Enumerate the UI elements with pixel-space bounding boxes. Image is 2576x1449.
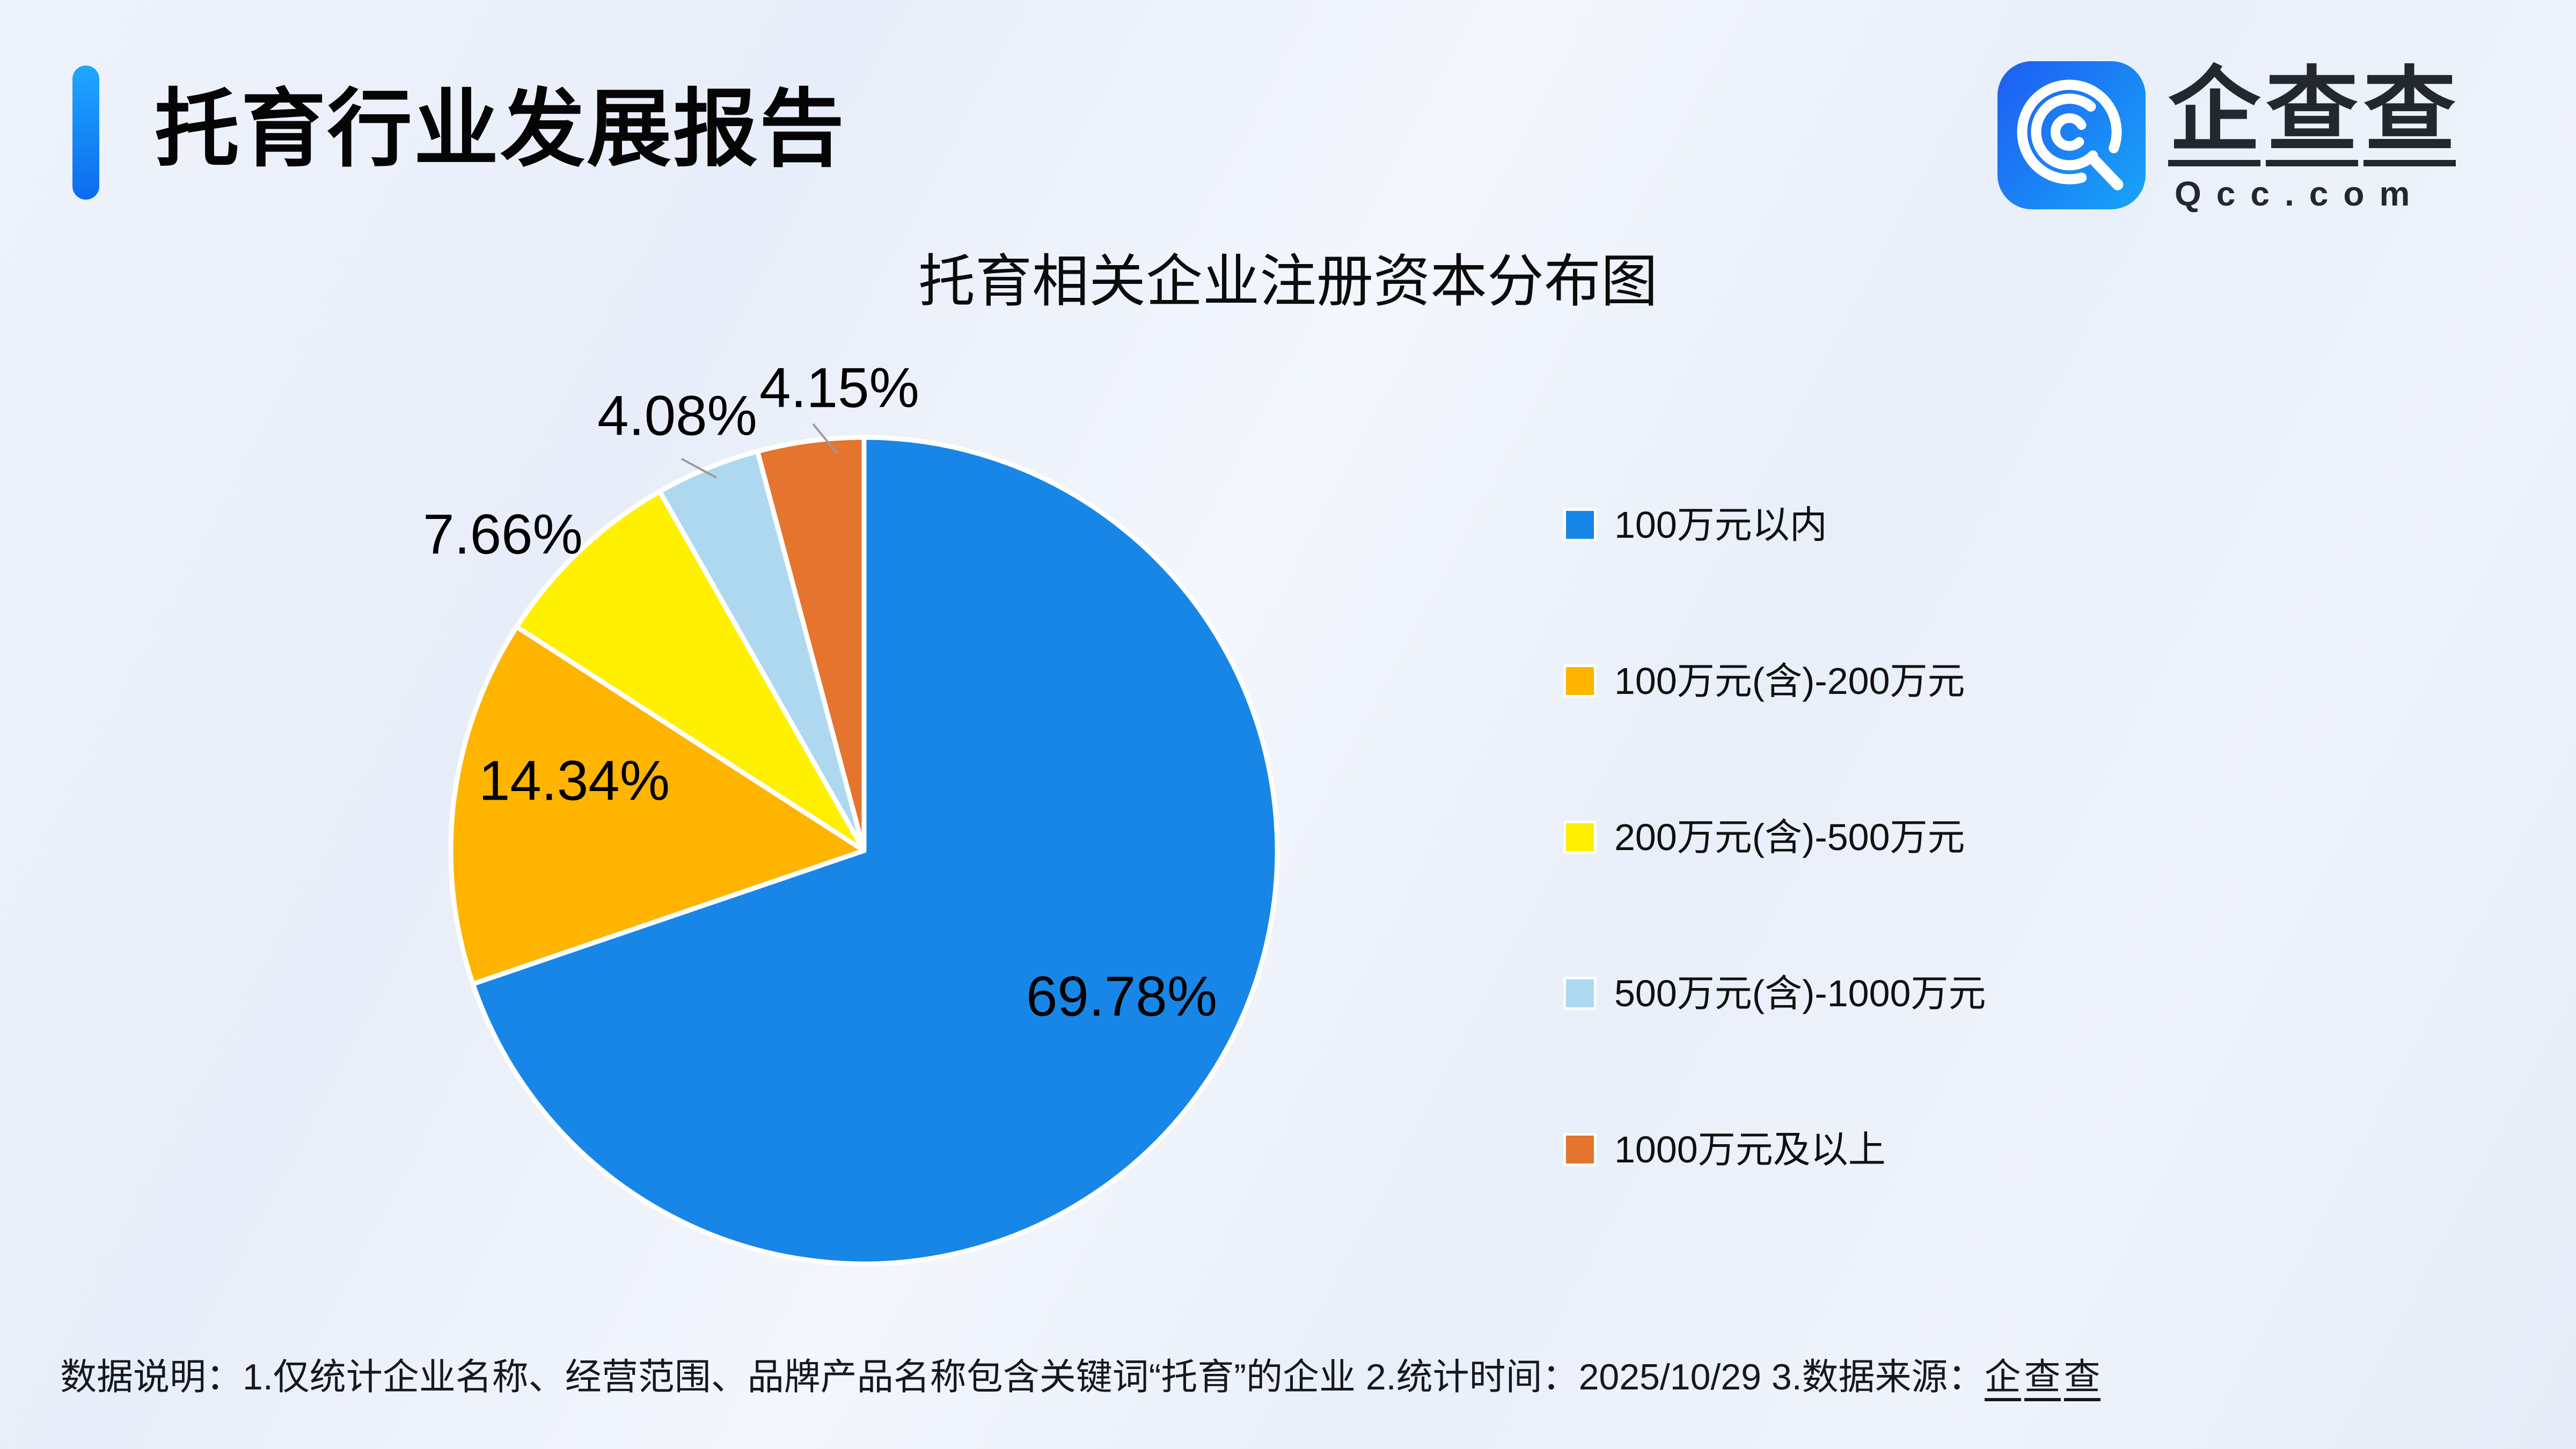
legend-item: 200万元(含)-500万元 — [1566, 818, 1986, 856]
legend-label: 100万元以内 — [1614, 504, 1827, 546]
legend-label: 500万元(含)-1000万元 — [1614, 972, 1986, 1014]
legend-swatch — [1566, 1136, 1594, 1163]
legend-swatch — [1566, 823, 1594, 851]
brand-char: 查 — [2363, 64, 2456, 166]
legend-swatch — [1566, 511, 1594, 539]
footer-source-brand-char: 查 — [2024, 1359, 2061, 1401]
legend-label: 200万元(含)-500万元 — [1614, 816, 1965, 858]
pie-label: 7.66% — [423, 503, 583, 566]
legend-label: 1000万元及以上 — [1614, 1129, 1886, 1170]
legend-item: 500万元(含)-1000万元 — [1566, 975, 1986, 1012]
chart-legend: 100万元以内 100万元(含)-200万元 200万元(含)-500万元 50… — [1566, 506, 1986, 1292]
pie-slices — [448, 435, 1280, 1267]
pie-slice — [514, 489, 867, 853]
qcc-brand-name: 企查查 — [2168, 64, 2461, 166]
pie-label: 69.78% — [1026, 965, 1218, 1028]
footer-note: 数据说明：1.仅统计企业名称、经营范围、品牌产品名称包含关键词“托育”的企业 2… — [60, 1359, 2104, 1401]
leader-line — [681, 458, 717, 479]
pie-slice — [470, 435, 1280, 1267]
legend-item: 1000万元及以上 — [1566, 1131, 1986, 1168]
pie-slice — [448, 624, 867, 986]
chart-title: 托育相关企业注册资本分布图 — [918, 250, 1658, 313]
legend-swatch — [1566, 979, 1594, 1007]
leader-lines — [681, 423, 838, 479]
title-accent-bar — [72, 65, 99, 200]
leader-line — [812, 423, 838, 455]
qcc-spiral-q-icon — [1997, 61, 2146, 209]
footer-note-text: 数据说明：1.仅统计企业名称、经营范围、品牌产品名称包含关键词“托育”的企业 2… — [60, 1357, 1985, 1397]
qcc-logo: 企查查 Qcc.com — [1997, 60, 2507, 216]
legend-item: 100万元(含)-200万元 — [1566, 662, 1986, 700]
legend-label: 100万元(含)-200万元 — [1614, 660, 1965, 702]
pie-slice — [755, 435, 867, 853]
brand-char: 企 — [2168, 64, 2260, 166]
qcc-domain-text: Qcc.com — [2175, 174, 2425, 213]
legend-item: 100万元以内 — [1566, 506, 1986, 544]
pie-label: 4.15% — [759, 356, 919, 420]
footer-source-brand-char: 查 — [2063, 1359, 2101, 1401]
legend-swatch — [1566, 667, 1594, 695]
brand-char: 查 — [2266, 64, 2358, 166]
report-title: 托育行业发展报告 — [155, 82, 846, 177]
pie-label: 14.34% — [478, 749, 670, 813]
footer-source-brand-char: 企 — [1984, 1359, 2021, 1401]
pie-label: 4.08% — [597, 384, 757, 448]
